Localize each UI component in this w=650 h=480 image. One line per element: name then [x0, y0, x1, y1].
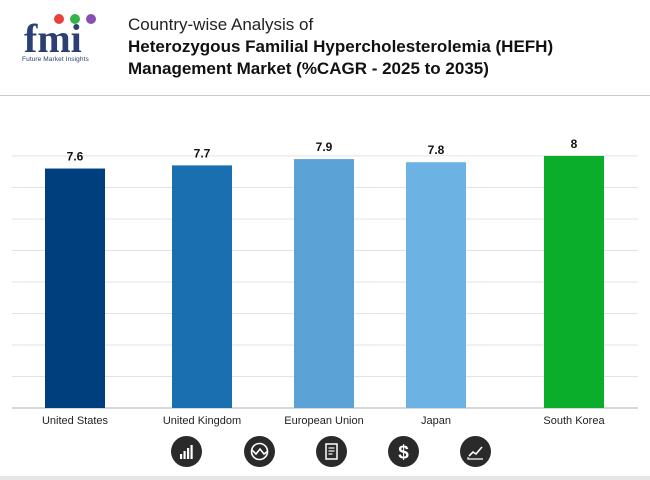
data-label: 7.6 — [67, 150, 84, 164]
line-chart-icon — [460, 436, 491, 467]
header-divider — [0, 95, 650, 96]
chart-subtitle-line1: Heterozygous Familial Hypercholesterolem… — [128, 37, 554, 56]
chart-subtitle-line2: Management Market (%CAGR - 2025 to 2035) — [128, 59, 489, 78]
svg-text:fmi: fmi — [24, 16, 82, 56]
title-block: Country-wise Analysis of Heterozygous Fa… — [128, 14, 638, 80]
data-label: 8 — [571, 137, 578, 151]
trend-circle-icon — [244, 436, 275, 467]
dollar-icon: $ — [388, 436, 419, 467]
bar-united-states — [45, 168, 105, 408]
bar-growth-icon — [171, 436, 202, 467]
fmi-logo-mark: fmi — [24, 14, 96, 61]
svg-text:$: $ — [398, 443, 409, 464]
bar-united-kingdom — [172, 165, 232, 408]
x-tick-label: European Union — [284, 415, 364, 427]
chart-title: Country-wise Analysis of — [128, 15, 314, 34]
data-label: 7.8 — [428, 143, 445, 157]
logo-subtitle: Future Market Insights — [22, 56, 89, 63]
report-document-icon — [316, 436, 347, 467]
bottom-bar — [0, 476, 650, 480]
bar-south-korea — [544, 155, 604, 408]
bar-european-union — [294, 159, 354, 408]
x-tick-label: United Kingdom — [163, 415, 241, 427]
fmi-logo: fmi Future Market Insights — [22, 12, 108, 72]
data-label: 7.9 — [316, 140, 333, 154]
footer-icon-row: $ — [0, 436, 650, 468]
bar-chart: 7.6 United States 7.7 United Kingdom 7.9 Euro… — [12, 137, 638, 427]
x-tick-label: Japan — [421, 415, 451, 427]
bar-japan — [406, 162, 466, 408]
x-tick-label: United States — [42, 415, 109, 427]
data-label: 7.7 — [194, 146, 211, 160]
header: fmi Future Market Insights Country-wise … — [0, 0, 650, 95]
x-tick-label: South Korea — [543, 415, 605, 427]
